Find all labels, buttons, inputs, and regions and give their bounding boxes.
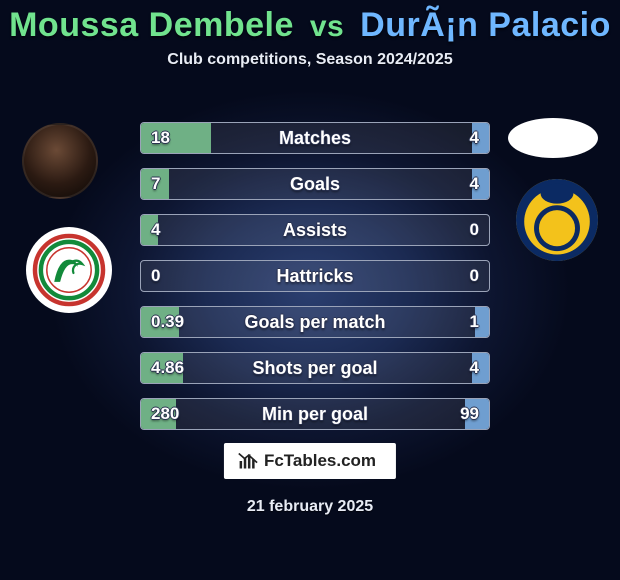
stat-label: Shots per goal	[141, 353, 489, 383]
stat-label: Assists	[141, 215, 489, 245]
crest-alnassr-icon	[516, 179, 598, 261]
stat-row: 0.39Goals per match1	[140, 306, 490, 338]
watermark: FcTables.com	[224, 443, 396, 479]
stat-value-right: 99	[460, 399, 479, 429]
stats-rows: 18Matches47Goals44Assists00Hattricks00.3…	[140, 122, 490, 444]
title-vs: vs	[304, 10, 350, 43]
stat-value-right: 4	[470, 123, 479, 153]
stat-value-right: 4	[470, 169, 479, 199]
subtitle: Club competitions, Season 2024/2025	[0, 51, 620, 69]
stat-value-right: 1	[470, 307, 479, 337]
stat-value-right: 0	[470, 215, 479, 245]
stat-label: Min per goal	[141, 399, 489, 429]
stat-value-right: 4	[470, 353, 479, 383]
stat-row: 7Goals4	[140, 168, 490, 200]
player-1-photo	[22, 123, 98, 199]
player-2-photo	[508, 118, 598, 158]
stat-row: 4.86Shots per goal4	[140, 352, 490, 384]
crest-ettifaq-icon	[32, 233, 106, 307]
stat-row: 0Hattricks0	[140, 260, 490, 292]
player-1-crest	[26, 227, 112, 313]
title-player-1: Moussa Dembele	[9, 6, 294, 44]
page-title: Moussa Dembele vs DurÃ¡n Palacio	[0, 0, 620, 45]
stat-row: 4Assists0	[140, 214, 490, 246]
stat-label: Goals per match	[141, 307, 489, 337]
bar-chart-icon	[238, 451, 258, 471]
stat-label: Goals	[141, 169, 489, 199]
date-text: 21 february 2025	[0, 498, 620, 516]
player-2-crest	[516, 179, 598, 261]
stat-value-right: 0	[470, 261, 479, 291]
stat-row: 280Min per goal99	[140, 398, 490, 430]
stat-label: Matches	[141, 123, 489, 153]
stat-label: Hattricks	[141, 261, 489, 291]
watermark-text: FcTables.com	[264, 451, 376, 471]
stat-row: 18Matches4	[140, 122, 490, 154]
title-player-2: DurÃ¡n Palacio	[360, 6, 611, 44]
content-root: Moussa Dembele vs DurÃ¡n Palacio Club co…	[0, 0, 620, 580]
